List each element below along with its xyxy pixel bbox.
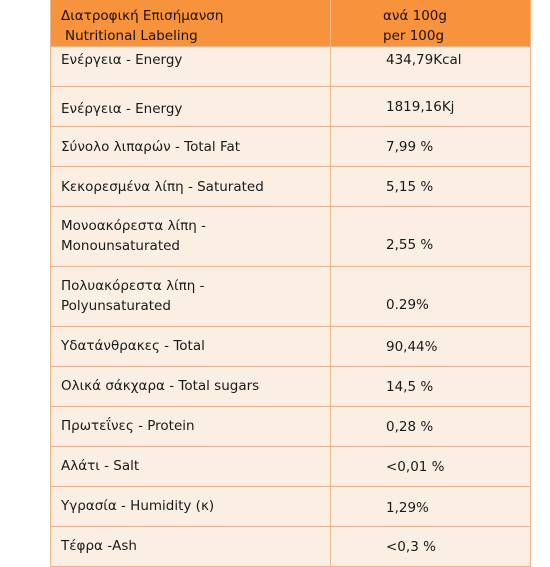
header-value-greek: ανά 100g: [383, 8, 447, 24]
table-row-humidity: Υγρασία - Humidity (κ) 1,29%: [50, 486, 531, 527]
row-value-cell: <0,3 %: [330, 526, 531, 567]
header-label-english: Nutritional Labeling: [65, 28, 198, 44]
row-value-cell: 434,79Kcal: [330, 46, 531, 87]
row-label: Ενέργεια - Energy: [50, 86, 331, 127]
row-value-cell: <0,01 %: [330, 446, 531, 487]
table-row-polyunsaturated: Πολυακόρεστα λίπη - Polyunsaturated 0.29…: [50, 266, 531, 327]
nutrition-table: Διατροφική Επισήμανση Nutritional Labeli…: [50, 0, 531, 567]
table-row-total-fat: Σύνολο λιπαρών - Total Fat 7,99 %: [50, 126, 531, 167]
row-value: 7,99 %: [386, 139, 434, 155]
row-label: Σύνολο λιπαρών - Total Fat: [50, 126, 331, 167]
row-value-cell: 1,29%: [330, 486, 531, 527]
row-value-cell: 5,15 %: [330, 166, 531, 207]
row-value: 0.29%: [386, 297, 429, 313]
row-label: Τέφρα -Ash: [50, 526, 331, 567]
table-row-protein: Πρωτεΐνες - Protein 0,28 %: [50, 406, 531, 447]
row-value-cell: 0,28 %: [330, 406, 531, 447]
row-label: Πολυακόρεστα λίπη -: [61, 278, 205, 294]
table-row-saturated: Κεκορεσμένα λίπη - Saturated 5,15 %: [50, 166, 531, 207]
table-row-salt: Αλάτι - Salt <0,01 %: [50, 446, 531, 487]
row-value: 90,44%: [386, 339, 438, 355]
row-label: Υδατάνθρακες - Total: [50, 326, 331, 367]
row-label: Αλάτι - Salt: [50, 446, 331, 487]
header-label-cell: Διατροφική Επισήμανση Nutritional Labeli…: [50, 0, 331, 47]
row-label: Πρωτεΐνες - Protein: [50, 406, 331, 447]
row-label-line2: Polyunsaturated: [61, 298, 171, 314]
table-row-energy-kcal: Ενέργεια - Energy 434,79Kcal: [50, 46, 531, 87]
row-value-cell: 2,55 %: [330, 206, 531, 267]
table-row-carbohydrates: Υδατάνθρακες - Total 90,44%: [50, 326, 531, 367]
row-value-cell: 14,5 %: [330, 366, 531, 407]
header-value-cell: ανά 100g per 100g: [330, 0, 531, 47]
table-header: Διατροφική Επισήμανση Nutritional Labeli…: [50, 0, 531, 47]
header-value-english: per 100g: [383, 28, 445, 44]
row-value: 14,5 %: [386, 379, 434, 395]
row-value-cell: 1819,16Kj: [330, 86, 531, 127]
table-row-monounsaturated: Μονοακόρεστα λίπη - Monounsaturated 2,55…: [50, 206, 531, 267]
row-label: Ενέργεια - Energy: [50, 46, 331, 87]
row-value: 5,15 %: [386, 179, 434, 195]
table-row-energy-kj: Ενέργεια - Energy 1819,16Kj: [50, 86, 531, 127]
row-label: Μονοακόρεστα λίπη -: [61, 218, 206, 234]
table-row-ash: Τέφρα -Ash <0,3 %: [50, 526, 531, 567]
row-value-cell: 0.29%: [330, 266, 531, 327]
row-label-line2: Monounsaturated: [61, 238, 180, 254]
row-value: <0,3 %: [386, 539, 436, 555]
row-value: 1819,16Kj: [386, 99, 455, 115]
header-label-greek: Διατροφική Επισήμανση: [61, 8, 224, 24]
row-label: Ολικά σάκχαρα - Total sugars: [50, 366, 331, 407]
row-label-cell: Πολυακόρεστα λίπη - Polyunsaturated: [50, 266, 331, 327]
row-value: <0,01 %: [386, 459, 445, 475]
row-value-cell: 7,99 %: [330, 126, 531, 167]
row-value: 1,29%: [386, 500, 429, 516]
row-label: Υγρασία - Humidity (κ): [50, 486, 331, 527]
row-value-cell: 90,44%: [330, 326, 531, 367]
row-value: 2,55 %: [386, 237, 434, 253]
table-row-total-sugars: Ολικά σάκχαρα - Total sugars 14,5 %: [50, 366, 531, 407]
row-label: Κεκορεσμένα λίπη - Saturated: [50, 166, 331, 207]
row-value: 0,28 %: [386, 419, 434, 435]
row-label-cell: Μονοακόρεστα λίπη - Monounsaturated: [50, 206, 331, 267]
row-value: 434,79Kcal: [386, 52, 462, 68]
